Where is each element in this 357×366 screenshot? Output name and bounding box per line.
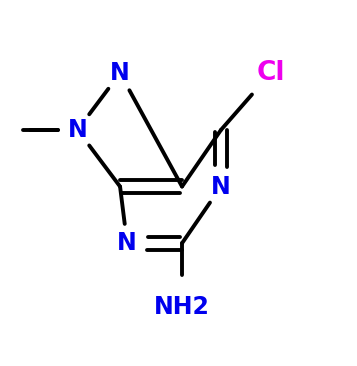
Text: N: N: [117, 231, 137, 255]
Text: N: N: [211, 175, 231, 198]
Text: N: N: [110, 61, 130, 85]
Text: N: N: [68, 118, 87, 142]
Text: Cl: Cl: [256, 60, 285, 86]
Text: NH2: NH2: [154, 295, 210, 319]
